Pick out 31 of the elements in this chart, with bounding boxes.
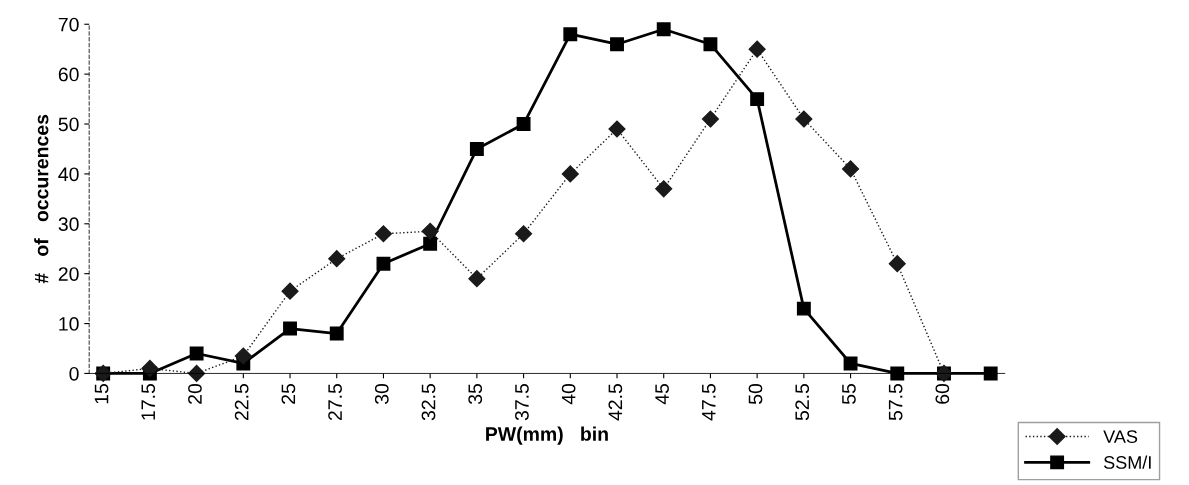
y-tick-label: 60	[58, 67, 79, 82]
x-tick-label: 15	[94, 383, 109, 404]
x-tick-label: 57.5	[888, 383, 903, 421]
x-tick-label: 25	[281, 383, 296, 404]
x-tick-label: 27.5	[328, 383, 342, 421]
legend-label: VAS	[1103, 430, 1138, 444]
legend-label: SSM/I	[1103, 455, 1151, 469]
y-tick-label: 30	[58, 217, 79, 232]
y-axis-title: # of occurences	[34, 114, 49, 284]
x-tick-label: 20	[188, 383, 202, 404]
x-tick-label: 50	[748, 383, 763, 405]
y-tick-label: 70	[58, 17, 79, 32]
x-tick-label: 40	[561, 383, 576, 405]
x-tick-label: 37.5	[515, 383, 529, 421]
x-axis-title: PW(mm) bin	[486, 426, 608, 445]
x-tick-label: 35	[468, 383, 483, 405]
x-tick-label: 17.5	[141, 383, 156, 420]
x-tick-label: 30	[374, 383, 389, 405]
y-tick-label: 50	[58, 117, 79, 132]
x-tick-label: 47.5	[702, 383, 716, 421]
x-tick-label: 60	[935, 383, 950, 404]
y-tick-label: 20	[58, 267, 79, 281]
x-tick-label: 42.5	[608, 383, 623, 421]
y-tick-label: 10	[59, 317, 79, 331]
x-tick-label: 45	[655, 383, 669, 405]
y-tick-label: 0	[69, 366, 79, 381]
x-tick-label: 22.5	[234, 383, 249, 421]
x-tick-label: 52.5	[795, 383, 810, 421]
y-tick-label: 40	[58, 167, 79, 182]
x-tick-label: 55	[842, 383, 856, 405]
x-tick-label: 32.5	[421, 383, 436, 421]
